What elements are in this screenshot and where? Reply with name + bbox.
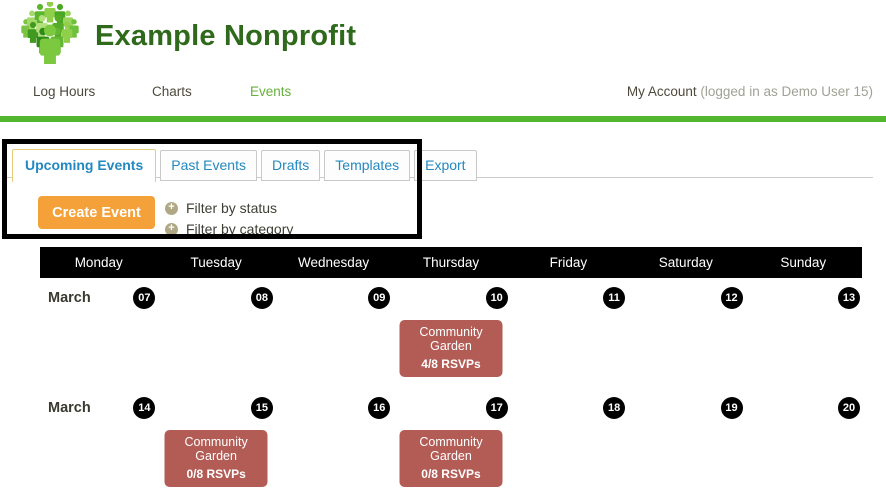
calendar-week-row: March 07 08 09 10 Community Garden 4/8 R…	[40, 284, 862, 394]
plus-icon: +	[165, 222, 178, 236]
calendar-header-row: Monday Tuesday Wednesday Thursday Friday…	[40, 247, 862, 278]
month-label: March	[48, 400, 91, 416]
calendar-day-cell: 09	[275, 284, 392, 394]
plus-icon: +	[165, 201, 178, 215]
event-card[interactable]: Community Garden 0/8 RSVPs	[164, 430, 268, 487]
calendar-day-cell: 18	[510, 394, 627, 495]
day-header-monday: Monday	[74, 255, 123, 270]
day-number-badge: 11	[603, 287, 626, 309]
day-header-thursday: Thursday	[422, 255, 480, 270]
tab-export[interactable]: Export	[414, 150, 477, 181]
day-number-badge: 07	[133, 287, 156, 309]
calendar-day-cell: 10 Community Garden 4/8 RSVPs	[392, 284, 509, 394]
day-number-badge: 12	[720, 287, 743, 309]
day-header-wednesday: Wednesday	[298, 255, 370, 270]
day-header-sunday: Sunday	[780, 255, 827, 270]
day-number-badge: 16	[368, 397, 391, 419]
event-title: Community Garden	[419, 435, 483, 464]
calendar-day-cell: 19	[627, 394, 744, 495]
filter-status-label: Filter by status	[186, 200, 278, 216]
event-title: Community Garden	[419, 325, 483, 354]
filter-by-category-toggle[interactable]: + Filter by category	[165, 221, 293, 237]
org-logo	[18, 0, 82, 66]
tree-of-people-icon	[21, 0, 79, 66]
day-number-badge: 15	[250, 397, 273, 419]
filter-category-label: Filter by category	[186, 221, 294, 237]
calendar-day-cell: 13	[745, 284, 862, 394]
nav-item-events[interactable]: Events	[250, 84, 292, 99]
calendar-day-cell: 07	[40, 284, 157, 394]
event-card[interactable]: Community Garden 0/8 RSVPs	[399, 430, 503, 487]
nav-item-log-hours[interactable]: Log Hours	[33, 84, 96, 99]
month-label: March	[48, 290, 91, 306]
event-title: Community Garden	[184, 435, 248, 464]
day-number-badge: 13	[837, 287, 860, 309]
day-number-badge: 08	[250, 287, 273, 309]
day-number-badge: 20	[837, 397, 860, 419]
calendar-day-cell: 20	[745, 394, 862, 495]
tab-drafts[interactable]: Drafts	[260, 150, 321, 181]
nav-item-charts[interactable]: Charts	[152, 84, 192, 99]
login-status-text: (logged in as Demo User 15)	[700, 84, 873, 99]
calendar-day-cell: 08	[157, 284, 274, 394]
calendar-day-cell: 15 Community Garden 0/8 RSVPs	[157, 394, 274, 495]
day-header-friday: Friday	[549, 255, 588, 270]
account-area: My Account (logged in as Demo User 15)	[627, 84, 873, 99]
day-number-badge: 09	[368, 287, 391, 309]
calendar-day-cell: 16	[275, 394, 392, 495]
my-account-link[interactable]: My Account	[626, 84, 697, 99]
event-card[interactable]: Community Garden 4/8 RSVPs	[399, 320, 503, 377]
calendar-day-cell: 12	[627, 284, 744, 394]
day-header-saturday: Saturday	[658, 255, 713, 270]
day-number-badge: 10	[485, 287, 508, 309]
header-divider	[0, 116, 886, 122]
day-number-badge: 17	[485, 397, 508, 419]
calendar-day-cell: 14	[40, 394, 157, 495]
tab-past-events[interactable]: Past Events	[160, 150, 257, 181]
day-number-badge: 19	[720, 397, 743, 419]
day-header-tuesday: Tuesday	[190, 255, 242, 270]
create-event-button[interactable]: Create Event	[38, 196, 155, 229]
day-number-badge: 18	[603, 397, 626, 419]
event-rsvp-count: 0/8 RSVPs	[421, 466, 481, 481]
day-number-badge: 14	[133, 397, 156, 419]
calendar-day-cell: 17 Community Garden 0/8 RSVPs	[392, 394, 509, 495]
tab-templates[interactable]: Templates	[324, 150, 411, 181]
calendar-week-row: March 14 15 Community Garden 0/8 RSVPs 1…	[40, 394, 862, 495]
filter-by-status-toggle[interactable]: + Filter by status	[165, 200, 277, 216]
event-rsvp-count: 0/8 RSVPs	[186, 466, 246, 481]
calendar-day-cell: 11	[510, 284, 627, 394]
event-rsvp-count: 4/8 RSVPs	[421, 356, 481, 371]
tab-upcoming-events[interactable]: Upcoming Events	[12, 149, 157, 182]
events-tabbar: Upcoming Events Past Events Drafts Templ…	[12, 149, 477, 182]
page-title: Example Nonprofit	[95, 20, 357, 52]
